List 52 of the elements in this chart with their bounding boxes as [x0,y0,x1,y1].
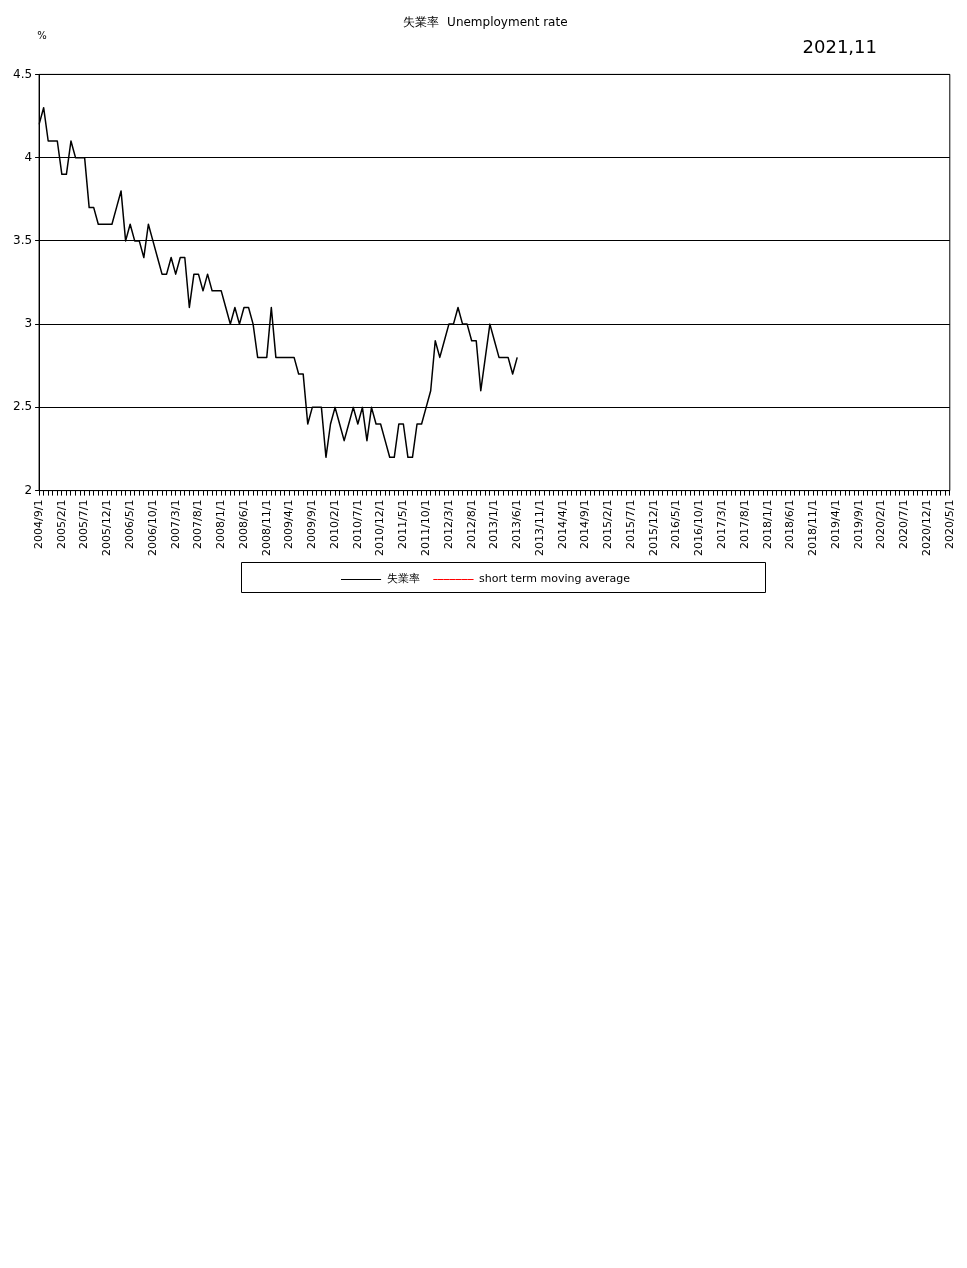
x-tick-label: 2017/3/1 [714,499,728,549]
x-tick-label: 2019/4/1 [828,499,842,549]
x-tick-label: 2012/3/1 [441,499,455,549]
x-tick-label: 2005/7/1 [77,499,91,549]
x-tick-label: 2008/6/1 [236,499,250,549]
x-tick-label: 2004/9/1 [31,499,45,549]
x-tick-label: 2018/1/1 [760,499,774,549]
x-tick-label: 2010/2/1 [327,499,341,549]
x-tick-label: 2015/12/1 [646,499,660,556]
y-tick-label: 2.5 [12,399,33,414]
x-tick-label: 2007/8/1 [191,499,205,549]
y-tick-label: 3.5 [12,233,33,247]
x-tick-label: 2009/4/1 [282,499,296,549]
x-tick-label: 2014/4/1 [555,499,569,549]
x-tick-label: 2010/12/1 [373,499,387,556]
x-tick-label: 2017/8/1 [737,499,751,549]
x-tick-label: 2011/10/1 [419,499,432,556]
y-tick-label: 2 [24,482,33,497]
x-tick-label: 2014/9/1 [578,499,592,549]
x-tick-label: 2008/1/1 [214,499,228,549]
x-tick-label: 2011/5/1 [396,499,410,549]
x-tick-label: 2013/6/1 [510,499,524,549]
y-tick-label: 4 [24,149,33,164]
x-tick-label: 2016/10/1 [692,499,706,556]
legend-label: short term moving average [479,572,631,586]
x-tick-label: 2018/6/1 [783,499,797,549]
x-tick-label: 2016/5/1 [669,499,683,549]
x-tick-label: 2008/11/1 [259,499,273,556]
x-tick-label: 2006/5/1 [123,499,137,549]
y-tick-label: 4.5 [12,66,33,81]
x-tick-label: 2015/2/1 [601,499,615,549]
y-tick-label: 3 [24,316,33,331]
x-tick-label: 2013/11/1 [532,499,546,556]
x-tick-label: 2020/12/1 [919,499,933,556]
x-tick-label: 2020/7/1 [897,499,911,549]
x-tick-label: 2009/9/1 [305,499,319,549]
chart-title: 失業率 Unemployment rate [403,15,568,30]
x-tick-label: 2010/7/1 [350,499,364,549]
x-tick-label: 2005/12/1 [100,499,114,556]
x-tick-label: 2012/8/1 [464,499,478,549]
x-tick-label: 2007/3/1 [168,499,182,549]
x-tick-label: 2013/1/1 [487,499,501,549]
x-tick-label: 2019/9/1 [851,499,865,549]
x-tick-label: 2006/10/1 [145,499,159,556]
x-tick-label: 2018/11/1 [806,499,820,556]
y-axis-title: % [37,29,47,41]
x-tick-label: 2015/7/1 [623,499,637,549]
legend-label: 失業率 [386,572,420,586]
x-tick-label: 2020/2/1 [874,499,888,549]
x-tick-label: 2005/2/1 [54,499,68,549]
x-tick-label: 2020/5/1 [942,499,956,549]
text: 2021,11 [802,35,877,57]
